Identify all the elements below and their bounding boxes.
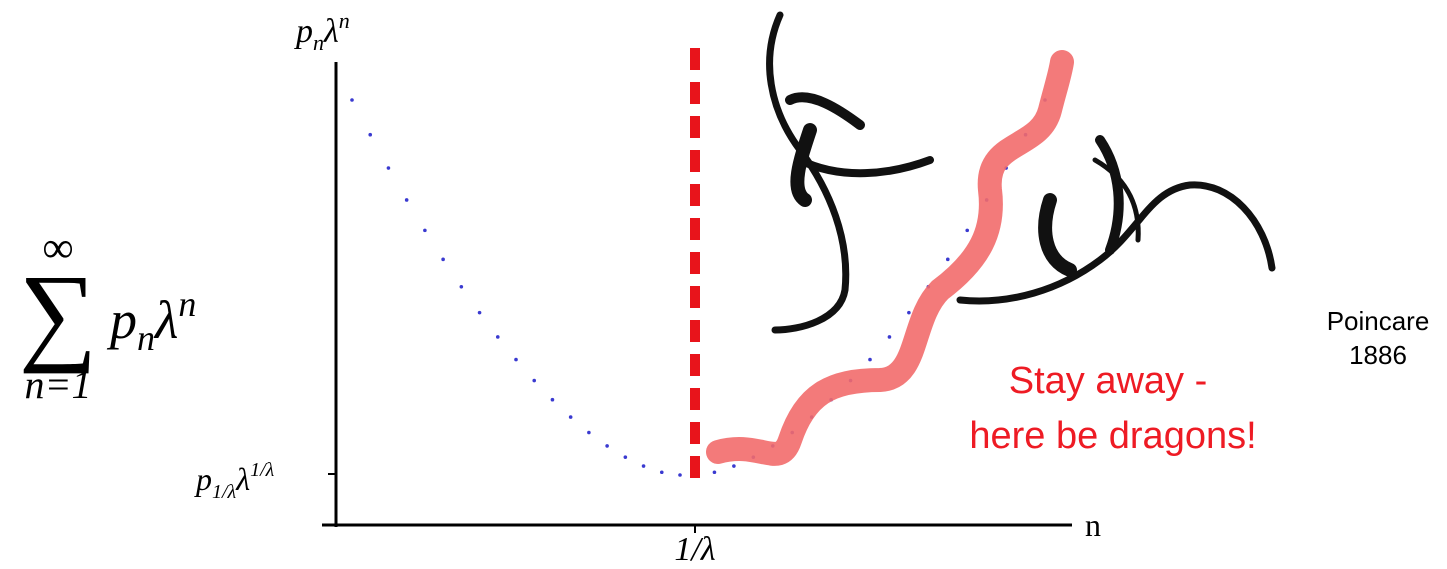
curve-dot [660,470,664,474]
formula-part: n [137,318,155,358]
warning-line: here be dragons! [969,415,1256,457]
curve-dot [551,398,555,402]
curve-dot [387,166,391,170]
curve-dot [423,229,427,233]
x-tick-label: 1/λ [674,531,715,568]
curve-dot [888,335,892,339]
curve-dot [624,455,628,459]
formula-part: λ [153,290,178,350]
curve-dot [514,358,518,362]
curve-dot [350,98,354,102]
curve-dot [496,335,500,339]
curve-dot [587,431,591,435]
curve-dot [532,379,536,383]
curve-dot [368,133,372,137]
curve-dot [732,464,736,468]
formula-lower: n=1 [25,362,92,407]
label-part: n [313,30,324,55]
curve-dot [907,311,911,315]
curve-dot [642,464,646,468]
curve-dot [569,415,573,419]
label-part: n [339,8,350,33]
label-part: p [194,461,212,497]
formula-body: pnλn [106,284,196,358]
formula-part: p [106,290,137,350]
attribution: 1886 [1349,340,1407,370]
label-part: λ [235,461,250,497]
curve-dot [478,311,482,315]
curve-dot [405,198,409,202]
curve-dot [713,470,717,474]
curve-dot [441,258,445,262]
label-part: λ [323,13,339,50]
curve-dot [965,229,969,233]
attribution: Poincare [1327,306,1430,336]
label-part: 1/λ [250,459,275,481]
curve-dot [460,285,464,289]
curve-dot [605,444,609,448]
dragon [770,15,930,330]
y-tick-label: p1/λλ1/λ [194,459,275,503]
label-part: p [294,13,313,50]
slide: pnλn p1/λλ1/λ 1/λ n ∞ ∑ n=1 pnλn Stay aw… [0,0,1447,569]
warning-line: Stay away - [1009,360,1208,402]
y-axis-label: pnλn [294,8,350,55]
curve-dot [678,473,682,477]
x-axis-label: n [1085,507,1101,543]
curve-dot [946,258,950,262]
label-part: 1/λ [212,481,237,503]
curve-dot [868,358,872,362]
formula-symbol: ∑ [19,252,97,374]
formula-part: n [178,284,196,324]
